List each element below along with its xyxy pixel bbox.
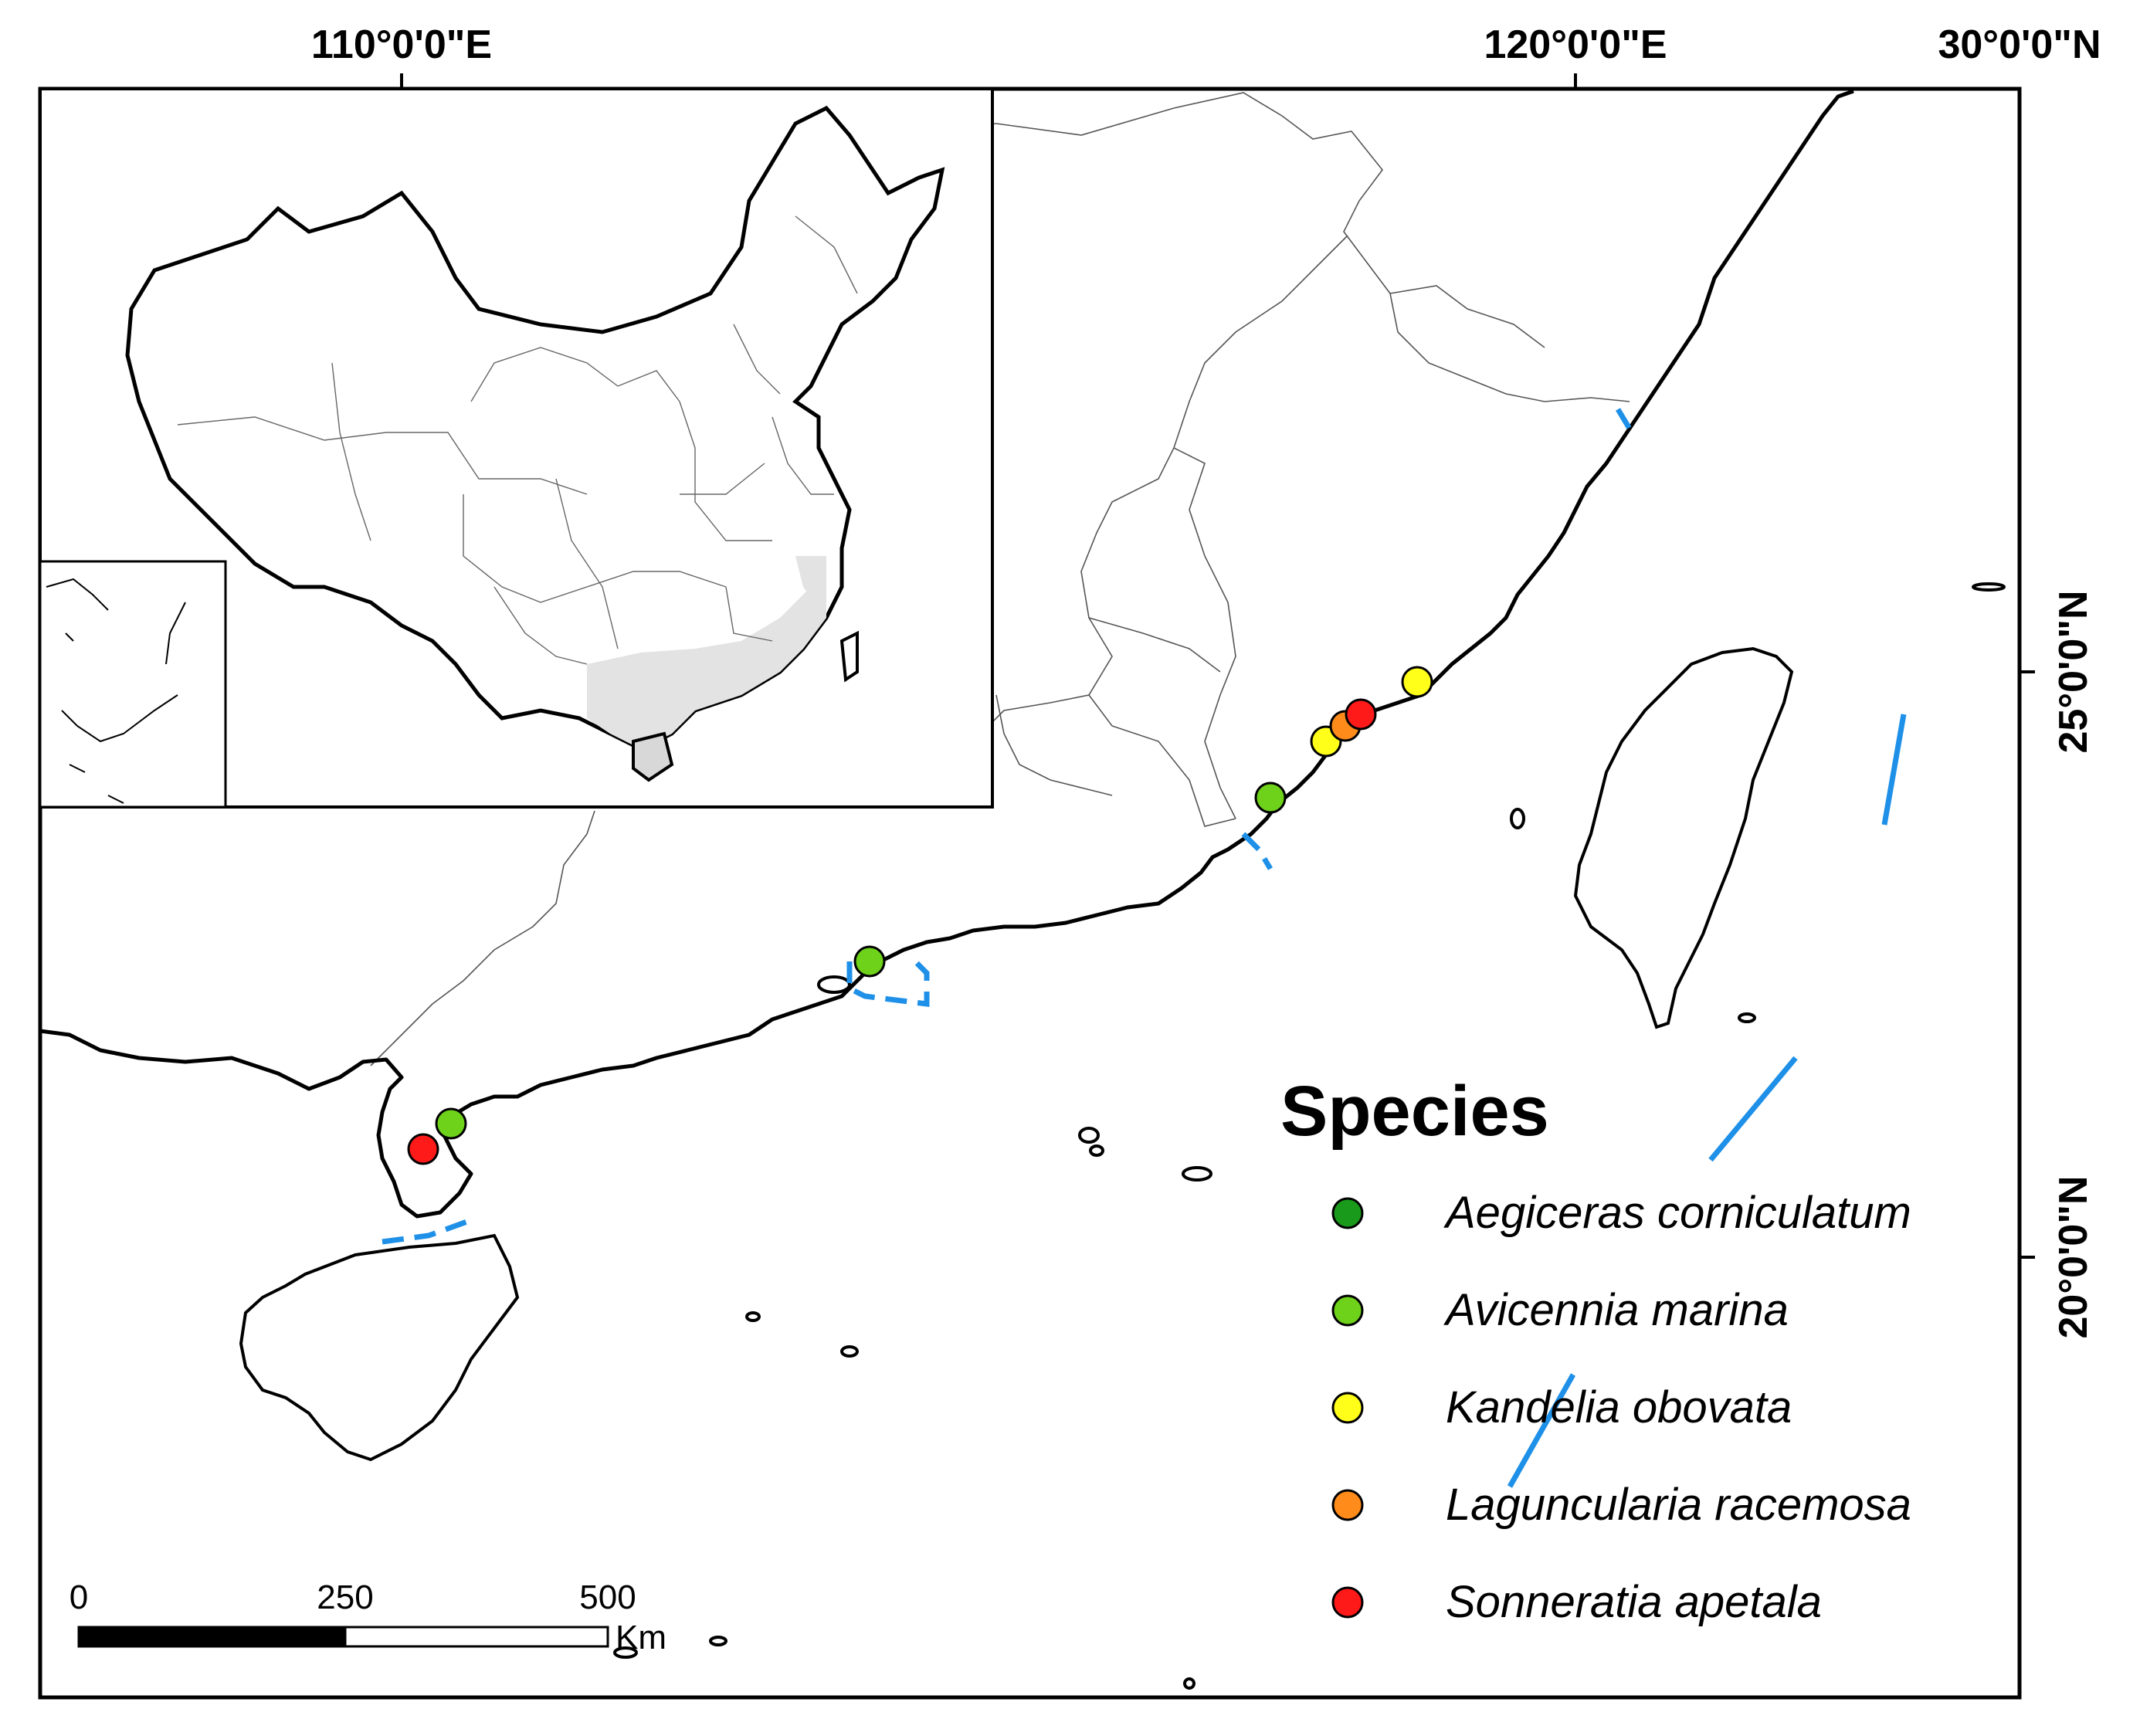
scale-tick-250: 250: [317, 1578, 373, 1616]
hainan-island: [239, 1233, 520, 1462]
mainland-coastline: [39, 89, 1854, 1219]
scale-tick-0: 0: [70, 1578, 88, 1616]
scale-bar-black-segment: [77, 1626, 347, 1648]
legend-swatch-avicennia: [1331, 1294, 1364, 1327]
lat-label-20: 20°0'0"N: [2051, 1175, 2096, 1338]
scale-tick-500: 500: [579, 1578, 636, 1616]
legend-title: Species: [1280, 1072, 1549, 1151]
site-marker: [407, 1133, 439, 1165]
site-marker: [1401, 666, 1433, 698]
site-marker: [1345, 698, 1377, 731]
legend: Species Aegiceras corniculatum Avicennia…: [1280, 1072, 1911, 1627]
site-marker: [853, 945, 886, 978]
legend-label-sonneratia: Sonneratia apetala: [1446, 1577, 1822, 1627]
legend-swatch-laguncularia: [1331, 1489, 1364, 1521]
legend-label-aegiceras: Aegiceras corniculatum: [1443, 1188, 1911, 1238]
scale-bar-white-segment: [344, 1626, 609, 1648]
lon-label-120: 120°0'0"E: [1484, 22, 1667, 67]
site-marker: [1254, 782, 1287, 814]
south-china-sea-subinset: [39, 560, 227, 809]
legend-swatch-sonneratia: [1331, 1586, 1364, 1619]
lat-label-25: 25°0'0"N: [2051, 590, 2096, 753]
legend-swatch-aegiceras: [1331, 1197, 1364, 1229]
lat-label-30: 30°0'0"N: [1938, 22, 2101, 67]
lon-label-110: 110°0'0"E: [311, 22, 492, 67]
legend-label-kandelia: Kandelia obovata: [1446, 1382, 1792, 1433]
scale-unit: Km: [616, 1619, 666, 1656]
province-boundaries: [370, 92, 1630, 1066]
small-islands: [613, 582, 2006, 1690]
legend-label-avicennia: Avicennia marina: [1443, 1285, 1789, 1335]
site-markers: [407, 666, 1433, 1165]
legend-swatch-kandelia: [1331, 1392, 1364, 1424]
legend-label-laguncularia: Laguncularia racemosa: [1446, 1480, 1911, 1530]
taiwan-island: [1573, 646, 1794, 1029]
china-inset-map: [39, 105, 945, 809]
maritime-boundary-lines: [382, 408, 1907, 1488]
site-marker: [435, 1107, 467, 1140]
scale-bar: 0 250 500 Km: [70, 1578, 666, 1656]
